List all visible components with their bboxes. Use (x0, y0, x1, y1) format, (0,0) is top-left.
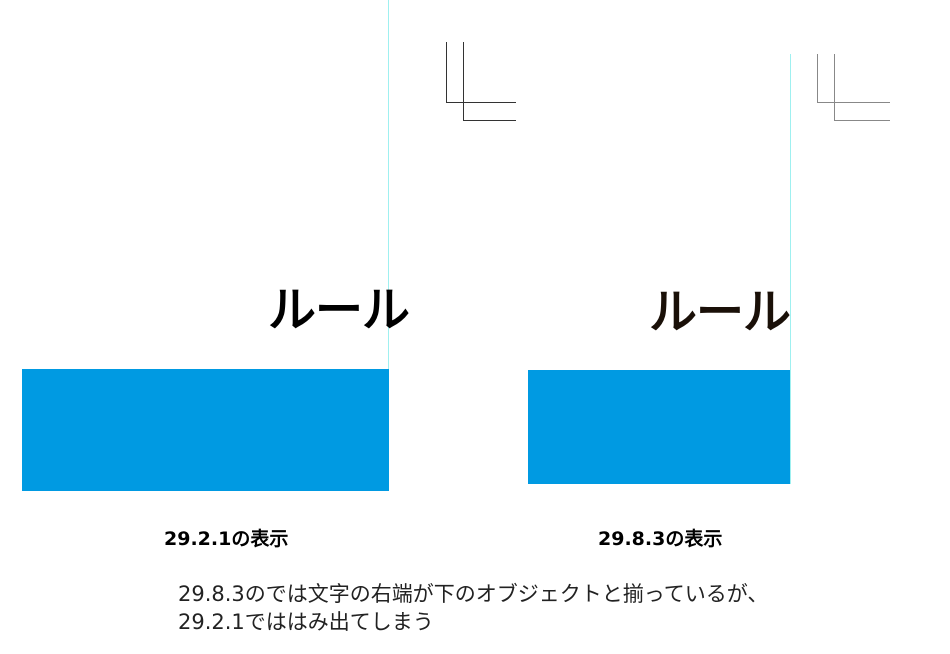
crop-mark-left-inner-v (463, 42, 464, 120)
crop-mark-right-outer-v (817, 54, 818, 102)
caption-right: 29.8.3の表示 (598, 528, 723, 550)
crop-mark-left-outer-h (446, 102, 516, 103)
guide-line-right (790, 54, 791, 484)
note-line-2: 29.2.1でははみ出てしまう (178, 610, 434, 634)
crop-mark-right-inner-h (834, 120, 890, 121)
sample-text-left: ルール (268, 282, 410, 338)
blue-object-right (528, 370, 790, 484)
caption-left: 29.2.1の表示 (164, 528, 289, 550)
crop-mark-right-inner-v (834, 54, 835, 120)
note-line-1: 29.8.3のでは文字の右端が下のオブジェクトと揃っているが、 (178, 582, 769, 606)
crop-mark-left-outer-v (446, 42, 447, 102)
crop-mark-right-outer-h (817, 102, 890, 103)
sample-text-right: ルール (648, 284, 791, 340)
guide-line-left (388, 0, 389, 370)
blue-object-left (22, 369, 389, 491)
crop-mark-left-inner-h (463, 120, 516, 121)
